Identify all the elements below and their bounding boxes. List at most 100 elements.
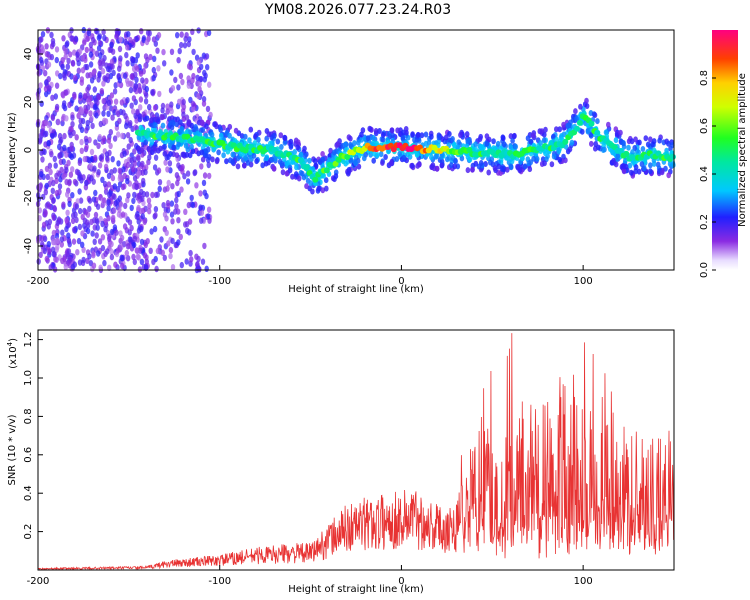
spectrogram-cell xyxy=(227,132,232,139)
spectrogram-cell xyxy=(233,127,239,134)
spectrogram-cell xyxy=(205,63,210,71)
spectrogram-cell xyxy=(613,137,619,144)
spectrogram-cell xyxy=(602,146,607,153)
spectrogram-cell xyxy=(138,96,144,103)
spectrogram-cell xyxy=(197,86,202,93)
spectrogram-cell xyxy=(621,163,627,170)
spectrogram-cell xyxy=(492,165,498,172)
spectrogram-cell xyxy=(133,71,138,78)
spectrogram-cell xyxy=(98,264,103,271)
spectrogram-ridge-cell xyxy=(588,120,595,127)
spectrogram-cell xyxy=(53,93,58,100)
spectrogram-cell xyxy=(131,197,136,205)
spectrogram-cell xyxy=(162,143,167,150)
spectrogram-cell xyxy=(152,104,158,112)
spectrogram-cell xyxy=(143,241,148,249)
spectrogram-cell xyxy=(670,142,675,149)
spectrogram-cell xyxy=(443,134,449,141)
spectrogram-cell xyxy=(160,249,165,256)
spectrogram-cell xyxy=(293,171,299,178)
spectrogram-cell xyxy=(467,156,473,163)
spectrogram-cell xyxy=(37,138,43,145)
spectrogram-cell xyxy=(155,47,160,54)
spectrogram-cell xyxy=(245,159,251,166)
spectrogram-cell xyxy=(67,180,72,187)
spectrogram-cell xyxy=(453,158,458,165)
spectrogram-cell xyxy=(251,152,257,159)
spectrogram-cell xyxy=(36,258,41,265)
spectrogram-cell xyxy=(177,47,182,55)
spectrogram-cell xyxy=(77,159,83,166)
spectrogram-cell xyxy=(534,155,540,162)
spectrogram-cell xyxy=(333,173,339,180)
spectrogram-cell xyxy=(565,122,571,129)
spectrogram-cell xyxy=(96,169,101,176)
spectrogram-cell xyxy=(445,156,450,163)
spectrogram-cell xyxy=(80,54,85,62)
spectrogram-cell xyxy=(50,94,55,102)
spectrogram-cell xyxy=(279,160,285,167)
spectrogram-cell xyxy=(190,148,196,155)
spectrogram-cell xyxy=(484,140,490,147)
figure-title: YM08.2026.077.23.24.R03 xyxy=(264,2,451,18)
spectrogram-cell xyxy=(156,32,162,39)
spectrogram-cell xyxy=(621,140,626,147)
spectrogram-cell xyxy=(313,158,318,165)
spectrogram-cell xyxy=(154,265,159,273)
spectrogram-cell xyxy=(81,246,86,253)
spectrogram-cell xyxy=(36,70,41,77)
spectrogram-cell xyxy=(151,36,157,43)
spectrogram-ridge-cell xyxy=(576,119,583,126)
spectrogram-cell xyxy=(473,146,479,153)
spectrogram-cell xyxy=(70,60,76,67)
spectrogram-cell xyxy=(69,73,74,80)
spectrogram-cell xyxy=(89,148,95,156)
spectrogram-cell xyxy=(176,141,181,148)
snr-scale-label: (x104) xyxy=(6,338,19,369)
spectrogram-cell xyxy=(204,265,209,272)
spectrogram-cell xyxy=(278,132,284,139)
spectrogram-cell xyxy=(407,153,413,160)
spectrogram-cell xyxy=(543,126,548,133)
spectrogram-cell xyxy=(132,175,138,182)
snr-x-tick-label: -100 xyxy=(208,576,231,587)
spectrogram-cell xyxy=(132,160,138,167)
spectrogram-cell xyxy=(100,68,106,75)
spectrogram-cell xyxy=(476,163,482,170)
spectrogram-cell xyxy=(134,213,139,220)
spectrogram-cell xyxy=(378,151,384,158)
spectrogram-cell xyxy=(538,140,543,147)
spectrogram-cell xyxy=(304,183,309,190)
spectrogram-cell xyxy=(200,258,206,265)
spectrogram-cell xyxy=(92,104,98,111)
spectrogram-cell xyxy=(118,36,123,43)
spectrogram-cell xyxy=(269,156,275,163)
spectrogram-cell xyxy=(264,155,269,162)
spectrogram-cell xyxy=(221,152,226,159)
spectrogram-cell xyxy=(170,183,175,190)
spectrogram-cell xyxy=(153,191,159,199)
spectrogram-cell xyxy=(199,149,205,156)
spectrogram-cell xyxy=(74,134,79,141)
spectrogram-cell xyxy=(66,159,71,167)
spectrogram-y-tick-label: -20 xyxy=(23,190,34,206)
spectrogram-cell xyxy=(473,160,479,167)
spectrogram-cell xyxy=(101,135,107,142)
spectrogram-cell xyxy=(91,252,96,259)
spectrogram-cell xyxy=(136,155,141,162)
spectrogram-cell xyxy=(102,117,107,125)
spectrogram-cell xyxy=(85,35,90,42)
spectrogram-cell xyxy=(450,136,455,142)
spectrogram-cell xyxy=(137,83,142,90)
spectrogram-cell xyxy=(70,217,76,225)
spectrogram-cell xyxy=(52,251,57,258)
spectrogram-x-label: Height of straight line (km) xyxy=(288,284,424,295)
spectrogram-cell xyxy=(522,163,528,170)
spectrogram-cell xyxy=(75,198,81,205)
spectrogram-cell xyxy=(56,118,61,126)
spectrogram-cell xyxy=(401,154,407,161)
spectrogram-cell xyxy=(42,131,47,138)
spectrogram-cell xyxy=(199,75,204,83)
spectrogram-cell xyxy=(199,163,204,170)
spectrogram-cell xyxy=(68,256,73,263)
